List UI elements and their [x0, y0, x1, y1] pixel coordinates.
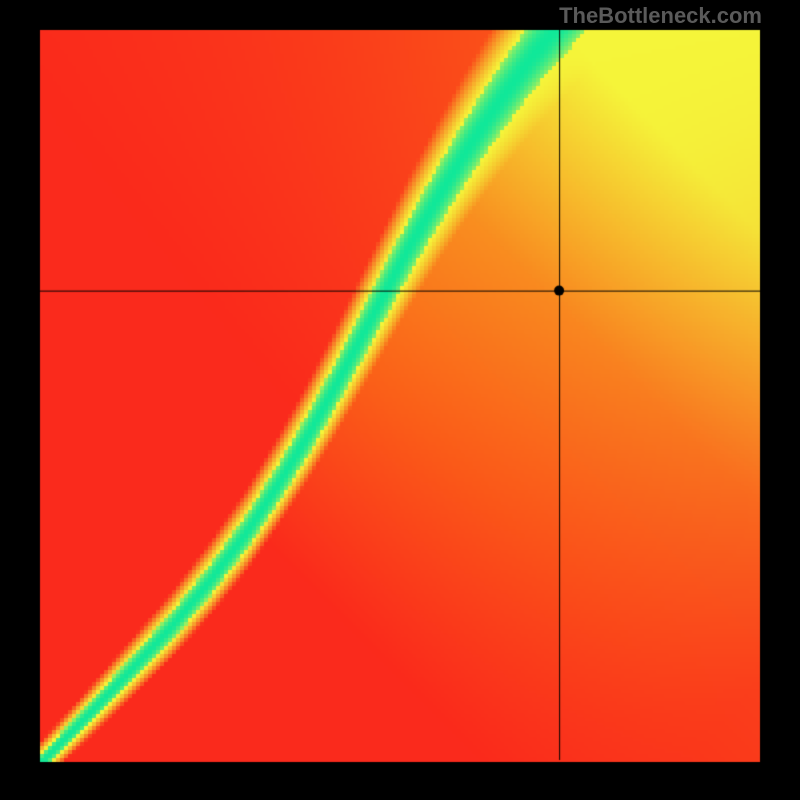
bottleneck-heatmap	[0, 0, 800, 800]
watermark-text: TheBottleneck.com	[559, 3, 762, 29]
